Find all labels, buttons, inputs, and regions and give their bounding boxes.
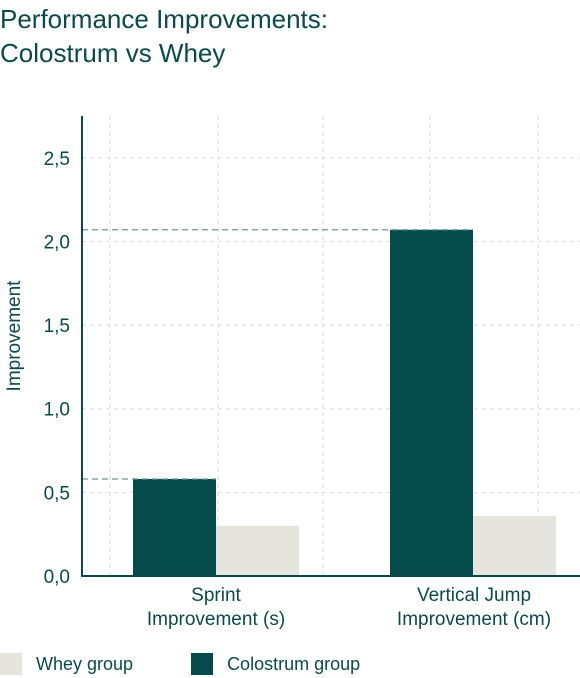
chart-legend: Whey group Colostrum group [0,650,418,678]
legend-item-whey: Whey group [0,653,133,675]
bar-chart: 0,0 0,5 1,0 1,5 2,0 2,5 Improvement Sprint Impro… [4,116,580,630]
x-category-label: Improvement (cm) [397,609,551,630]
y-tick-label: 2,0 [44,232,70,253]
y-tick-label: 1,0 [44,400,70,421]
x-category-label: Sprint [191,585,241,606]
x-category-label: Improvement (s) [147,609,285,630]
chart-title-line-1: Performance Improvements: [0,4,329,34]
bar-colostrum-sprint [133,478,216,576]
y-tick-label: 0,5 [44,483,70,504]
chart-title: Performance Improvements: Colostrum vs W… [0,2,560,70]
y-tick-label: 2,5 [44,149,70,170]
y-tick-label: 0,0 [44,567,70,588]
bar-colostrum-vertical-jump [390,229,473,576]
legend-label-whey: Whey group [36,653,134,674]
legend-item-colostrum: Colostrum group [191,653,360,675]
bar-whey-sprint [216,525,299,576]
y-tick-label: 1,5 [44,316,70,337]
bar-whey-vertical-jump [473,515,556,576]
x-category-label: Vertical Jump [417,585,531,606]
legend-swatch-whey [0,653,22,675]
legend-swatch-colostrum [191,653,214,675]
legend-label-colostrum: Colostrum group [227,653,361,674]
y-axis-label: Improvement [4,280,25,392]
chart-title-line-2: Colostrum vs Whey [0,38,226,68]
